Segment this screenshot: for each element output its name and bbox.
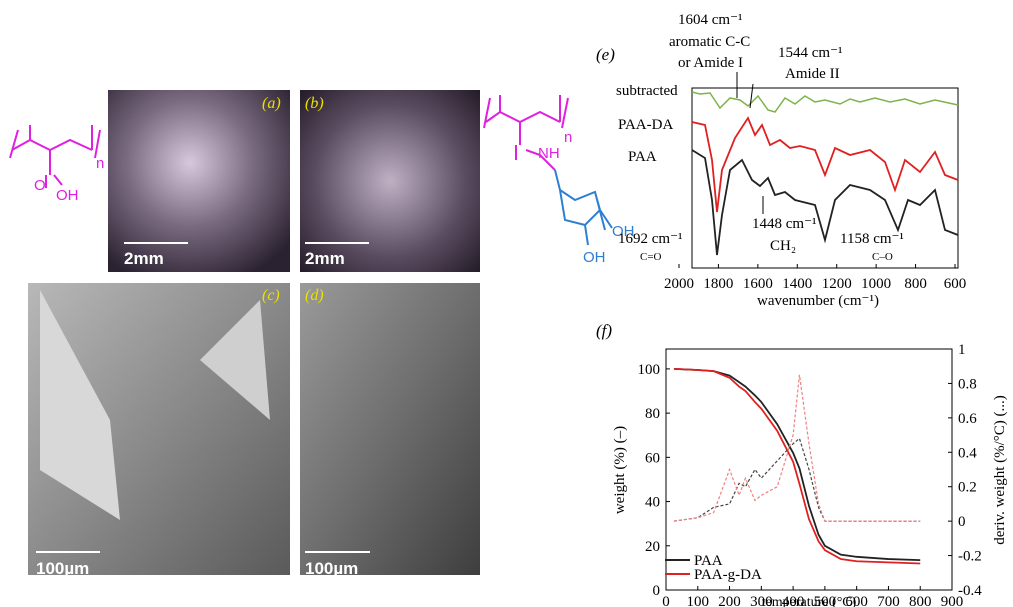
atom-label: NH (538, 145, 560, 162)
y-tick-label: 20 (645, 539, 660, 555)
x-axis-label: temperature (°C) (762, 595, 857, 607)
atom-label: OH (56, 187, 79, 204)
y2-tick-label: -0.4 (958, 583, 982, 599)
x-tick-label: 500 (814, 594, 837, 607)
x-tick-label: 800 (904, 276, 927, 292)
y2-tick-label: 0.2 (958, 480, 977, 496)
x-tick-label: 0 (662, 594, 670, 607)
panel-label: (b) (305, 95, 324, 112)
series-line (674, 375, 920, 521)
trace-label: PAA-DA (618, 117, 673, 133)
x-tick-label: 400 (782, 594, 805, 607)
annotation: aromatic C-C (669, 34, 750, 50)
photo (300, 90, 480, 272)
panel-label: (f) (596, 321, 612, 340)
x-tick-label: 1800 (703, 276, 733, 292)
annotation: or Amide I (678, 55, 743, 71)
annotation: 1158 cm⁻¹ (840, 231, 904, 247)
y2-axis-label: deriv. weight (%/°C) (...) (992, 395, 1008, 545)
annotation: 1448 cm⁻¹ (752, 216, 817, 232)
y-tick-label: 0 (653, 583, 661, 599)
structure-left (10, 125, 100, 188)
atom-label: n (96, 155, 104, 172)
x-tick-label: 600 (944, 276, 967, 292)
x-tick-label: 300 (750, 594, 773, 607)
scale-label: 100µm (36, 559, 89, 578)
figure: O OH n (a) (b) (c) (d) 2mm 2mm 100µm 100… (0, 0, 1013, 607)
y2-tick-label: 0.8 (958, 376, 977, 392)
annotation: 1692 cm⁻¹ (618, 231, 683, 247)
x-tick-label: 100 (687, 594, 710, 607)
panel-label: (c) (262, 287, 280, 304)
atom-label: OH (583, 249, 606, 266)
annotation: Amide II (785, 66, 840, 82)
ftir-trace (692, 150, 958, 255)
y2-tick-label: 1 (958, 342, 966, 358)
y-tick-label: 80 (645, 406, 660, 422)
x-tick-label: 200 (718, 594, 741, 607)
arrows (737, 72, 763, 214)
annotation: C=O (640, 251, 662, 263)
scale-label: 2mm (124, 249, 164, 268)
x-tick-label: 700 (877, 594, 900, 607)
x-tick-label: 1000 (861, 276, 891, 292)
series-line (674, 369, 920, 560)
ftir-trace (692, 118, 958, 212)
annotation: CH₂ (770, 238, 796, 254)
atom-label: n (564, 129, 572, 146)
x-axis-label: wavenumber (cm⁻¹) (757, 293, 879, 309)
annotation: 1544 cm⁻¹ (778, 45, 843, 61)
structure-right (484, 95, 612, 245)
y2-tick-label: 0 (958, 514, 966, 530)
x-tick-label: 600 (845, 594, 868, 607)
panel-label: (a) (262, 95, 281, 112)
trace-label: PAA (628, 149, 657, 165)
x-tick-label: 2000 (664, 276, 694, 292)
series-line (674, 369, 920, 564)
legend-label: PAA-g-DA (694, 567, 762, 583)
annotation: 1604 cm⁻¹ (678, 12, 743, 28)
photo (300, 283, 480, 575)
y-tick-label: 60 (645, 450, 660, 466)
x-tick-label: 1400 (782, 276, 812, 292)
y2-tick-label: 0.6 (958, 411, 977, 427)
atom-label: O (34, 177, 46, 194)
scale-label: 100µm (305, 559, 358, 578)
x-tick-label: 1200 (822, 276, 852, 292)
x-tick-label: 800 (909, 594, 932, 607)
y2-tick-label: 0.4 (958, 445, 977, 461)
x-tick-label: 1600 (743, 276, 773, 292)
trace-label: subtracted (616, 83, 678, 99)
scale-label: 2mm (305, 249, 345, 268)
y-axis-label: weight (%) (–) (612, 426, 628, 514)
y2-tick-label: -0.2 (958, 549, 982, 565)
photo (108, 90, 290, 272)
annotation: C–O (872, 251, 893, 263)
ftir-trace (692, 92, 958, 112)
panel-label: (d) (305, 287, 324, 304)
series-line (674, 439, 920, 522)
panel-label: (e) (596, 45, 615, 64)
y-tick-label: 40 (645, 495, 660, 511)
y-tick-label: 100 (638, 362, 661, 378)
